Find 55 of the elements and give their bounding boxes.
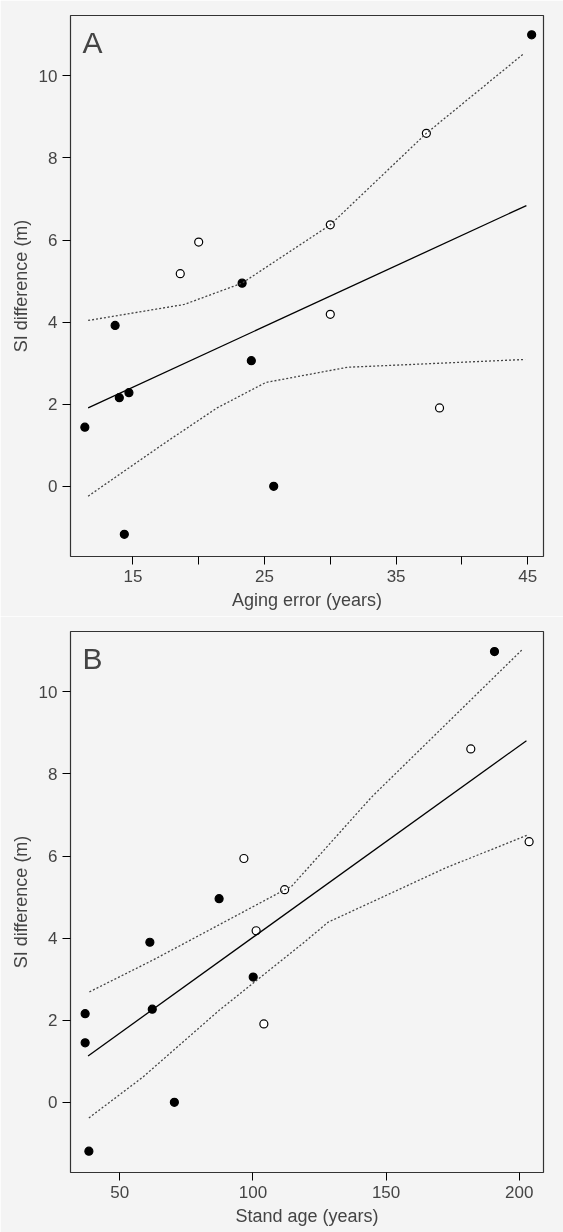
x-axis-title: Stand age (years)	[235, 1205, 379, 1226]
point	[527, 30, 537, 40]
y-tick-label: 10	[38, 682, 58, 702]
y-tick-label: 6	[48, 847, 58, 867]
x-tick-label: 45	[518, 566, 538, 586]
y-tick-label: 2	[48, 395, 58, 415]
y-tick-label: 8	[48, 148, 58, 168]
y-axis-title: SI difference (m)	[10, 219, 31, 353]
x-tick-label: 35	[386, 566, 406, 586]
point	[259, 1019, 269, 1029]
x-axis-title: Aging error (years)	[231, 589, 383, 610]
point	[246, 356, 256, 366]
x-tick-label: 150	[371, 1182, 401, 1202]
y-tick-label: 4	[48, 929, 58, 949]
point	[145, 937, 155, 947]
point	[80, 1038, 90, 1048]
point	[194, 237, 204, 247]
point	[239, 853, 249, 864]
y-tick-label: 2	[48, 1011, 58, 1031]
point	[251, 926, 261, 936]
point	[169, 1097, 179, 1107]
point	[80, 422, 90, 432]
point	[280, 885, 290, 895]
y-tick-label: 0	[48, 477, 58, 497]
y-tick-label: 10	[38, 66, 58, 86]
y-tick-label: 0	[48, 1093, 58, 1113]
line-series	[88, 834, 529, 1119]
point	[248, 972, 258, 982]
point	[325, 220, 335, 230]
point	[84, 1146, 94, 1156]
annotation: A	[82, 25, 103, 59]
annotation: B	[82, 641, 103, 675]
point	[434, 403, 445, 413]
x-tick-label: 25	[255, 566, 274, 586]
point	[524, 837, 534, 847]
point	[175, 269, 185, 279]
x-tick-label: 15	[123, 566, 143, 586]
point	[466, 744, 476, 754]
y-tick-label: 8	[48, 764, 58, 784]
y-tick-label: 6	[48, 231, 58, 251]
point	[269, 481, 279, 491]
point	[114, 393, 124, 403]
point	[80, 1009, 90, 1019]
point	[214, 894, 224, 904]
line-series	[87, 53, 525, 322]
point	[110, 320, 120, 330]
point	[489, 647, 500, 657]
point	[119, 529, 129, 539]
x-tick-label: 200	[505, 1182, 534, 1202]
x-tick-label: 100	[238, 1182, 268, 1202]
y-axis-title: SI difference (m)	[10, 835, 31, 969]
line-series	[87, 358, 526, 497]
x-tick-label: 50	[110, 1182, 130, 1202]
point	[325, 309, 335, 319]
y-tick-label: 4	[48, 313, 58, 333]
